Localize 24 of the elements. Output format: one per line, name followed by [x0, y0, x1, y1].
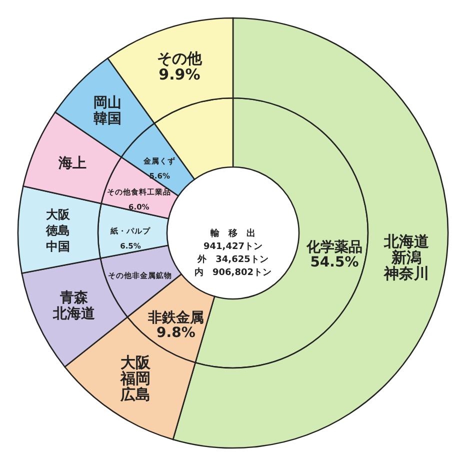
text: 941,427トン [204, 242, 262, 252]
text: 岡山 [94, 94, 122, 111]
text: 外 34,625トン [196, 254, 268, 265]
text: 広島 [120, 385, 151, 404]
slice-label: 非鉄金属 [146, 310, 204, 326]
text: 福岡 [120, 369, 151, 388]
text: 輸 移 出 [210, 228, 256, 239]
slice-label: 化学薬品 [305, 239, 362, 256]
text: 新潟 [391, 248, 422, 267]
text: 大阪 [120, 353, 151, 372]
data-label: 54.5% [310, 254, 359, 270]
text: 中国 [46, 239, 70, 254]
text: 韓国 [94, 110, 122, 127]
text: 大阪 [46, 207, 70, 222]
data-label: 9.8% [156, 325, 196, 342]
slice-label: その他 [156, 49, 203, 68]
text: 神奈川 [384, 264, 429, 283]
text: 北海道 [52, 306, 95, 322]
text: 徳島 [46, 223, 70, 238]
text: 北海道 [384, 232, 429, 251]
data-label: 9.9% [158, 65, 200, 84]
text: 青森 [60, 290, 88, 306]
text: 海上 [58, 156, 86, 172]
text: 内 906,802トン [194, 267, 272, 278]
